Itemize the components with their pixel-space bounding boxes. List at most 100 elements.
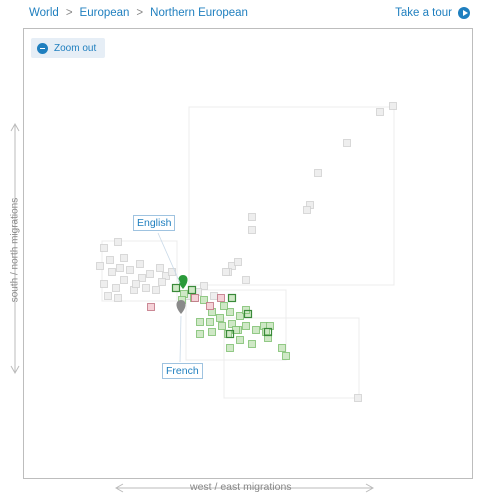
population-marker-highlight [243, 309, 253, 319]
migration-plot-area[interactable] [23, 28, 473, 479]
label-english[interactable]: English [133, 215, 176, 231]
population-marker [200, 282, 208, 290]
breadcrumb-separator: > [65, 7, 73, 19]
population-marker-highlight [171, 283, 181, 293]
cluster-box [223, 317, 360, 399]
population-marker-highlight [227, 293, 237, 303]
population-marker [236, 312, 244, 320]
population-marker [314, 169, 322, 177]
population-marker [224, 330, 232, 338]
population-marker [252, 326, 260, 334]
french-leader-line [179, 315, 182, 363]
population-marker [152, 286, 160, 294]
population-marker [282, 352, 290, 360]
breadcrumb-world[interactable]: World [29, 7, 59, 19]
population-marker [172, 284, 180, 292]
population-marker [147, 303, 155, 311]
population-marker [210, 292, 218, 300]
up-arrow-icon [10, 122, 20, 132]
population-marker [236, 336, 244, 344]
breadcrumb-separator: > [136, 7, 144, 19]
population-marker [248, 340, 256, 348]
population-marker [216, 314, 224, 322]
breadcrumb-northern-european[interactable]: Northern European [150, 7, 248, 19]
population-marker [266, 322, 274, 330]
population-marker [126, 266, 134, 274]
population-marker [196, 318, 204, 326]
population-marker [116, 264, 124, 272]
population-marker [136, 260, 144, 268]
population-marker [264, 334, 272, 342]
population-marker [242, 276, 250, 284]
label-french[interactable]: French [162, 363, 203, 379]
population-marker [158, 278, 166, 286]
population-marker [303, 206, 311, 214]
english-pin-icon [178, 275, 188, 289]
take-a-tour-button[interactable]: Take a tour [395, 7, 470, 19]
population-marker [226, 344, 234, 352]
population-marker [104, 292, 112, 300]
population-marker [100, 244, 108, 252]
population-marker [200, 296, 208, 304]
population-marker [228, 294, 236, 302]
left-arrow-icon [114, 483, 124, 493]
population-marker [120, 276, 128, 284]
population-marker [156, 264, 164, 272]
population-marker [226, 308, 234, 316]
english-leader-line [157, 232, 181, 284]
population-marker [196, 330, 204, 338]
population-marker [188, 286, 196, 294]
population-marker [217, 294, 225, 302]
population-marker [162, 272, 170, 280]
population-marker [220, 302, 228, 310]
population-marker [208, 328, 216, 336]
y-axis: south / north migrations [7, 125, 23, 375]
x-axis-label: west / east migrations [190, 481, 292, 493]
population-marker [343, 139, 351, 147]
population-marker [218, 322, 226, 330]
population-marker [142, 284, 150, 292]
zoom-out-button[interactable]: Zoom out [31, 38, 105, 58]
population-marker [112, 284, 120, 292]
population-marker-highlight [225, 329, 235, 339]
zoom-out-label: Zoom out [54, 42, 97, 54]
population-marker [146, 270, 154, 278]
population-marker [114, 294, 122, 302]
population-marker [100, 280, 108, 288]
population-marker-highlight [263, 327, 273, 337]
cluster-box [188, 106, 395, 286]
population-marker [114, 238, 122, 246]
population-marker [120, 254, 128, 262]
cluster-box [101, 240, 178, 302]
population-marker [376, 108, 384, 116]
population-marker [228, 262, 236, 270]
breadcrumb-european[interactable]: European [79, 7, 130, 19]
population-marker [228, 320, 236, 328]
population-marker [248, 213, 256, 221]
population-marker [278, 344, 286, 352]
population-marker [248, 226, 256, 234]
population-marker [132, 280, 140, 288]
cluster-box [185, 289, 287, 361]
population-marker [108, 268, 116, 276]
population-marker-highlight [187, 285, 197, 295]
play-circle-icon [458, 7, 470, 19]
take-a-tour-label: Take a tour [395, 7, 452, 19]
right-arrow-icon [365, 483, 375, 493]
population-marker [191, 294, 199, 302]
french-pin-icon [176, 300, 186, 314]
population-marker [354, 394, 362, 402]
breadcrumb: World > European > Northern European [29, 7, 248, 19]
population-marker [222, 268, 230, 276]
y-axis-label: south / north migrations [9, 197, 21, 303]
population-marker [96, 262, 104, 270]
population-marker [389, 102, 397, 110]
population-marker [106, 256, 114, 264]
population-marker [234, 258, 242, 266]
population-marker [206, 302, 214, 310]
minus-circle-icon [37, 42, 48, 54]
down-arrow-icon [10, 365, 20, 375]
population-marker [206, 318, 214, 326]
population-marker [242, 322, 250, 330]
